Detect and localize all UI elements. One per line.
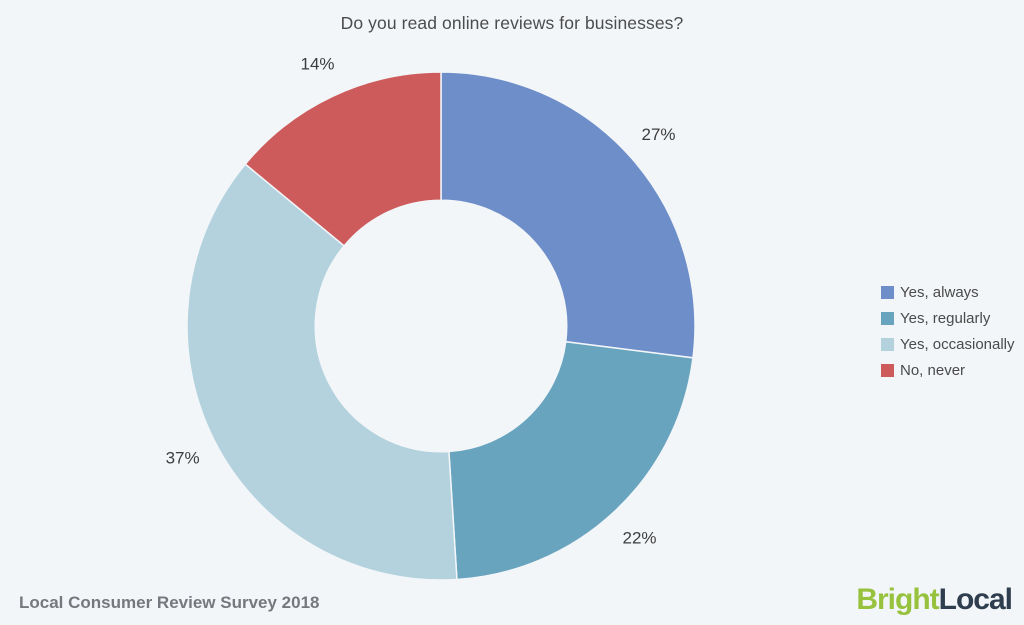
legend-item: Yes, occasionally [881, 331, 1015, 357]
donut-slice-1 [448, 340, 694, 581]
source-caption: Local Consumer Review Survey 2018 [19, 593, 320, 612]
donut-slice-0 [440, 71, 696, 359]
brand-logo-primary: Bright [856, 583, 939, 616]
legend-swatch-icon [881, 311, 894, 325]
legend-swatch-icon [881, 337, 894, 351]
brand-logo: BrightLocal [856, 583, 1013, 617]
legend-swatch-icon [881, 363, 894, 377]
brand-logo-secondary: Local [938, 583, 1013, 616]
legend-item: Yes, regularly [881, 305, 1015, 331]
legend: Yes, always Yes, regularly Yes, occasion… [881, 279, 1015, 383]
legend-label: Yes, always [900, 283, 979, 301]
legend-item: No, never [881, 357, 1015, 383]
donut-slice-2 [186, 163, 458, 581]
page-title: Do you read online reviews for businesse… [340, 13, 684, 33]
slice-value-label: 27% [642, 125, 676, 144]
legend-label: Yes, regularly [900, 309, 991, 327]
legend-swatch-icon [881, 285, 894, 299]
slice-value-label: 14% [301, 55, 335, 74]
donut-slice-3 [244, 71, 442, 247]
slice-value-label: 22% [623, 528, 657, 547]
slice-value-label: 37% [166, 449, 200, 468]
legend-label: No, never [900, 361, 966, 379]
legend-item: Yes, always [881, 279, 1015, 305]
legend-label: Yes, occasionally [900, 335, 1015, 353]
